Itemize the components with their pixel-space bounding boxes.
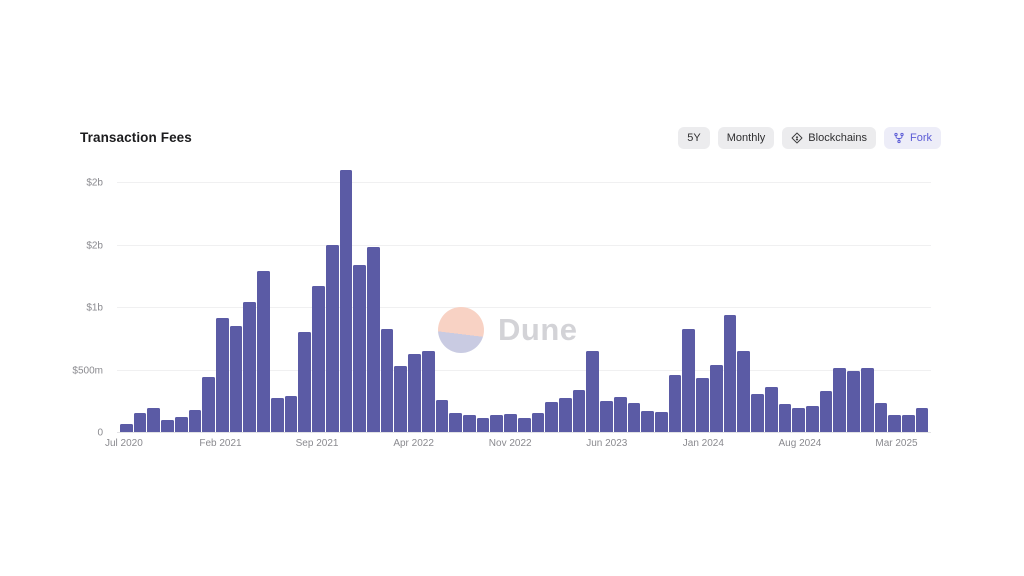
y-tick-label: $500m xyxy=(72,365,103,376)
timeframe-label: 5Y xyxy=(687,132,701,144)
bar-mar-2024[interactable] xyxy=(723,314,737,432)
bar-dec-2020[interactable] xyxy=(188,410,202,432)
fork-label: Fork xyxy=(910,132,932,144)
bar-mar-2025[interactable] xyxy=(888,415,901,432)
bar-apr-2024[interactable] xyxy=(737,350,751,432)
x-axis: Jul 2020 Feb 2021 Sep 2021 Apr 2022 Nov 2022… xyxy=(105,433,931,455)
gridline xyxy=(117,244,931,246)
bar-nov-2024[interactable] xyxy=(833,368,847,432)
fork-icon xyxy=(893,132,905,144)
bar-jul-2023[interactable] xyxy=(613,397,627,432)
bar-oct-2022[interactable] xyxy=(490,414,504,432)
bar-jul-2020[interactable] xyxy=(120,423,133,432)
dune-logo-icon xyxy=(438,307,484,353)
granularity-label: Monthly xyxy=(726,132,766,144)
x-tick-label: Jul 2020 xyxy=(104,438,143,449)
gridline xyxy=(117,182,931,183)
bar-feb-2022[interactable] xyxy=(380,328,394,432)
bar-dec-2021[interactable] xyxy=(353,264,366,432)
bar-jan-2024[interactable] xyxy=(696,377,709,432)
x-tick-label: Sep 2021 xyxy=(295,438,339,449)
bar-nov-2022[interactable] xyxy=(504,413,517,432)
timeframe-button[interactable]: 5Y xyxy=(678,127,710,149)
bar-feb-2021[interactable] xyxy=(216,318,229,432)
bar-sep-2023[interactable] xyxy=(641,411,655,432)
bar-mar-2023[interactable] xyxy=(559,398,572,432)
chart-title: Transaction Fees xyxy=(80,130,192,145)
bar-may-2024[interactable] xyxy=(751,393,764,432)
bar-jun-2023[interactable] xyxy=(600,400,613,432)
granularity-button[interactable]: Monthly xyxy=(717,127,775,149)
bar-apr-2023[interactable] xyxy=(572,389,586,432)
bar-nov-2020[interactable] xyxy=(174,417,188,432)
bar-jan-2025[interactable] xyxy=(860,367,874,432)
bar-nov-2023[interactable] xyxy=(668,375,682,432)
bar-feb-2023[interactable] xyxy=(545,402,558,432)
x-tick-label: Jun 2023 xyxy=(586,438,628,449)
y-tick-label: $1b xyxy=(86,302,103,314)
x-tick-label: Nov 2022 xyxy=(488,438,532,449)
bar-apr-2021[interactable] xyxy=(243,302,257,432)
bar-jul-2024[interactable] xyxy=(778,403,792,432)
bar-jun-2024[interactable] xyxy=(764,387,778,432)
plot-area xyxy=(117,165,931,433)
bar-dec-2023[interactable] xyxy=(682,328,696,432)
blockchains-icon xyxy=(791,132,803,144)
bar-jun-2021[interactable] xyxy=(270,398,284,432)
x-tick-label: Feb 2021 xyxy=(199,438,242,449)
chart-controls: 5Y Monthly Blockchains xyxy=(678,127,941,149)
bar-oct-2024[interactable] xyxy=(819,390,833,432)
bar-jan-2022[interactable] xyxy=(366,247,380,432)
bar-oct-2023[interactable] xyxy=(655,412,668,432)
y-tick-label: $2b xyxy=(86,177,103,189)
x-axis-baseline xyxy=(117,432,931,433)
x-tick-label: Jan 2024 xyxy=(682,438,724,449)
y-axis: 0 $500m $1b $2b $2b xyxy=(0,165,110,439)
bar-aug-2023[interactable] xyxy=(627,403,641,432)
bar-aug-2024[interactable] xyxy=(792,408,805,432)
y-tick-label: 0 xyxy=(97,427,103,439)
blockchains-button[interactable]: Blockchains xyxy=(782,127,876,149)
bar-may-2022[interactable] xyxy=(421,351,435,432)
bar-may-2021[interactable] xyxy=(257,270,270,432)
x-tick-label: Aug 2024 xyxy=(778,438,822,449)
dune-watermark-text: Dune xyxy=(498,312,578,347)
bar-sep-2020[interactable] xyxy=(147,407,161,432)
bar-feb-2024[interactable] xyxy=(709,365,723,432)
bar-feb-2025[interactable] xyxy=(874,403,888,432)
gridline xyxy=(117,307,931,308)
bar-dec-2022[interactable] xyxy=(517,418,531,432)
bar-apr-2022[interactable] xyxy=(408,353,421,432)
bar-sep-2021[interactable] xyxy=(312,285,325,432)
bar-jul-2022[interactable] xyxy=(449,413,462,432)
blockchains-label: Blockchains xyxy=(808,132,867,144)
bar-mar-2022[interactable] xyxy=(394,365,408,432)
bar-aug-2021[interactable] xyxy=(298,332,312,432)
y-tick-label: $2b xyxy=(86,240,103,251)
x-tick-label: Mar 2025 xyxy=(875,438,918,449)
bar-may-2023[interactable] xyxy=(586,350,600,432)
bar-jan-2023[interactable] xyxy=(531,412,545,432)
gridline xyxy=(117,369,931,371)
bar-aug-2022[interactable] xyxy=(462,414,476,432)
bar-dec-2024[interactable] xyxy=(847,370,860,432)
bar-jan-2021[interactable] xyxy=(202,377,216,432)
bar-sep-2022[interactable] xyxy=(476,418,490,432)
bar-apr-2025[interactable] xyxy=(901,415,915,432)
bar-series xyxy=(120,165,929,432)
bar-mar-2021[interactable] xyxy=(229,325,243,432)
bar-oct-2020[interactable] xyxy=(161,420,174,432)
bar-jul-2021[interactable] xyxy=(284,395,298,432)
fork-button[interactable]: Fork xyxy=(884,127,941,149)
bar-aug-2020[interactable] xyxy=(133,413,147,432)
bar-sep-2024[interactable] xyxy=(805,405,819,432)
bar-may-2025[interactable] xyxy=(915,408,929,432)
bar-nov-2021[interactable] xyxy=(339,169,353,432)
bar-oct-2021[interactable] xyxy=(325,244,339,432)
bar-jun-2022[interactable] xyxy=(435,399,449,432)
x-tick-label: Apr 2022 xyxy=(393,438,434,449)
